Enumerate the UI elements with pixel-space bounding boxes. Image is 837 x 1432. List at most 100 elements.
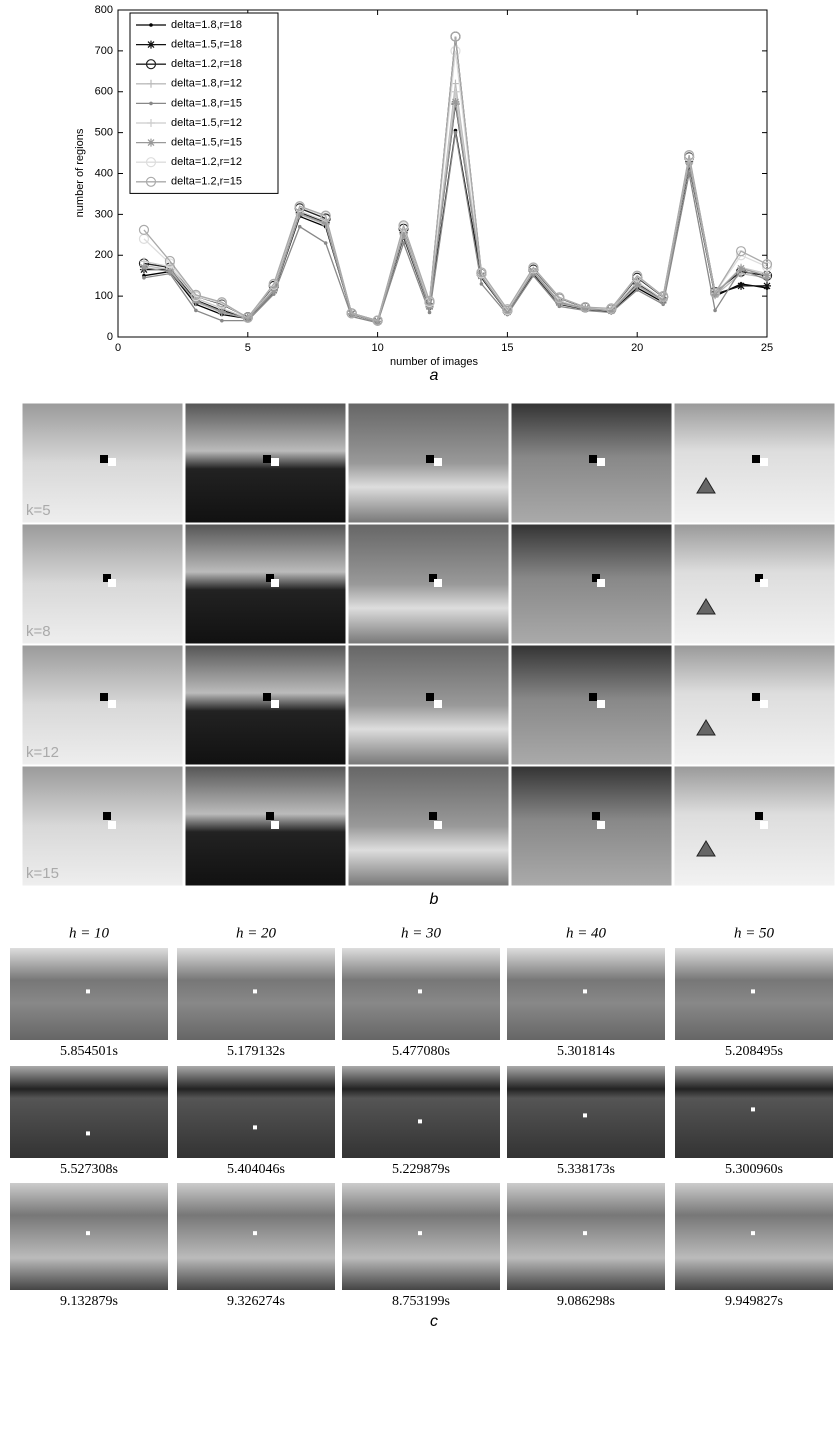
- time-label: 5.179132s: [227, 1044, 285, 1059]
- marker: [737, 282, 745, 290]
- photo: [507, 1066, 665, 1158]
- marker-box: [760, 458, 768, 466]
- marker: [428, 311, 432, 315]
- x-tick-label: 20: [631, 342, 643, 354]
- marker-dot: [253, 1125, 257, 1129]
- marker-box: [429, 812, 437, 820]
- marker-box: [103, 812, 111, 820]
- photo: [675, 1066, 833, 1158]
- marker-box: [100, 455, 108, 463]
- marker-box: [108, 579, 116, 587]
- time-label: 5.338173s: [557, 1162, 615, 1177]
- marker-dot: [418, 1119, 422, 1123]
- row-label: k=12: [26, 744, 59, 761]
- y-tick-label: 0: [107, 331, 113, 343]
- photo: [185, 766, 346, 886]
- marker-dot: [751, 1107, 755, 1111]
- marker: [454, 131, 458, 135]
- photo: [177, 948, 335, 1040]
- marker-box: [592, 812, 600, 820]
- marker: [480, 282, 484, 286]
- y-tick-label: 700: [95, 45, 113, 57]
- marker-dot: [86, 1131, 90, 1135]
- page: number of images number of regions a b c…: [0, 0, 837, 1432]
- photo: [507, 948, 665, 1040]
- marker: [633, 281, 641, 289]
- photo: [10, 1066, 168, 1158]
- time-label: 9.326274s: [227, 1294, 285, 1309]
- time-label: 9.086298s: [557, 1294, 615, 1309]
- time-label: 5.301814s: [557, 1044, 615, 1059]
- marker: [324, 241, 328, 245]
- row-label: k=15: [26, 865, 59, 882]
- time-label: 9.949827s: [725, 1294, 783, 1309]
- legend-label: delta=1.5,r=15: [171, 137, 242, 149]
- legend-label: delta=1.8,r=12: [171, 78, 242, 90]
- marker: [166, 268, 174, 276]
- legend-label: delta=1.2,r=18: [171, 58, 242, 70]
- photo: [675, 948, 833, 1040]
- panel-label: c: [430, 1313, 438, 1330]
- legend-label: delta=1.2,r=15: [171, 176, 242, 188]
- marker-box: [589, 455, 597, 463]
- marker-box: [752, 455, 760, 463]
- time-label: 5.854501s: [60, 1044, 118, 1059]
- marker-box: [108, 821, 116, 829]
- photo: [674, 524, 835, 644]
- x-tick-label: 25: [761, 342, 773, 354]
- photo: [10, 1183, 168, 1290]
- time-label: 5.229879s: [392, 1162, 450, 1177]
- marker-box: [760, 579, 768, 587]
- marker: [763, 282, 771, 290]
- y-tick-label: 300: [95, 208, 113, 220]
- figure: number of images number of regions a b c…: [0, 0, 837, 1432]
- marker: [298, 225, 302, 229]
- marker-dot: [253, 989, 257, 993]
- marker: [713, 309, 717, 313]
- time-label: 5.404046s: [227, 1162, 285, 1177]
- marker-box: [108, 700, 116, 708]
- x-tick-label: 10: [371, 342, 383, 354]
- y-tick-label: 500: [95, 127, 113, 139]
- marker-box: [271, 458, 279, 466]
- marker: [220, 319, 224, 323]
- marker-box: [263, 455, 271, 463]
- photo: [177, 1183, 335, 1290]
- marker-dot: [751, 989, 755, 993]
- row-label: k=5: [26, 502, 51, 519]
- marker-box: [597, 579, 605, 587]
- row-label: k=8: [26, 623, 51, 640]
- photo: [511, 766, 672, 886]
- legend-label: delta=1.8,r=18: [171, 19, 242, 31]
- photo: [675, 1183, 833, 1290]
- marker-box: [271, 821, 279, 829]
- marker-box: [597, 700, 605, 708]
- photo: [185, 645, 346, 765]
- marker: [635, 288, 639, 292]
- marker-box: [266, 812, 274, 820]
- x-tick-label: 15: [501, 342, 513, 354]
- legend-label: delta=1.2,r=12: [171, 156, 242, 168]
- y-tick-label: 100: [95, 290, 113, 302]
- x-axis-label: number of images: [390, 356, 479, 368]
- marker: [737, 264, 745, 272]
- photo: [674, 645, 835, 765]
- panel-label: b: [430, 891, 439, 908]
- column-label: h = 10: [69, 925, 110, 941]
- marker-box: [597, 821, 605, 829]
- photo: [348, 766, 509, 886]
- y-tick-label: 200: [95, 249, 113, 261]
- marker-box: [426, 455, 434, 463]
- marker: [147, 139, 155, 147]
- y-axis-label: number of regions: [74, 128, 86, 217]
- time-label: 8.753199s: [392, 1294, 450, 1309]
- marker: [763, 272, 771, 280]
- marker-dot: [253, 1231, 257, 1235]
- photo: [507, 1183, 665, 1290]
- marker-box: [752, 693, 760, 701]
- marker-dot: [583, 989, 587, 993]
- marker-box: [597, 458, 605, 466]
- time-label: 5.477080s: [392, 1044, 450, 1059]
- marker-box: [434, 579, 442, 587]
- marker-dot: [583, 1231, 587, 1235]
